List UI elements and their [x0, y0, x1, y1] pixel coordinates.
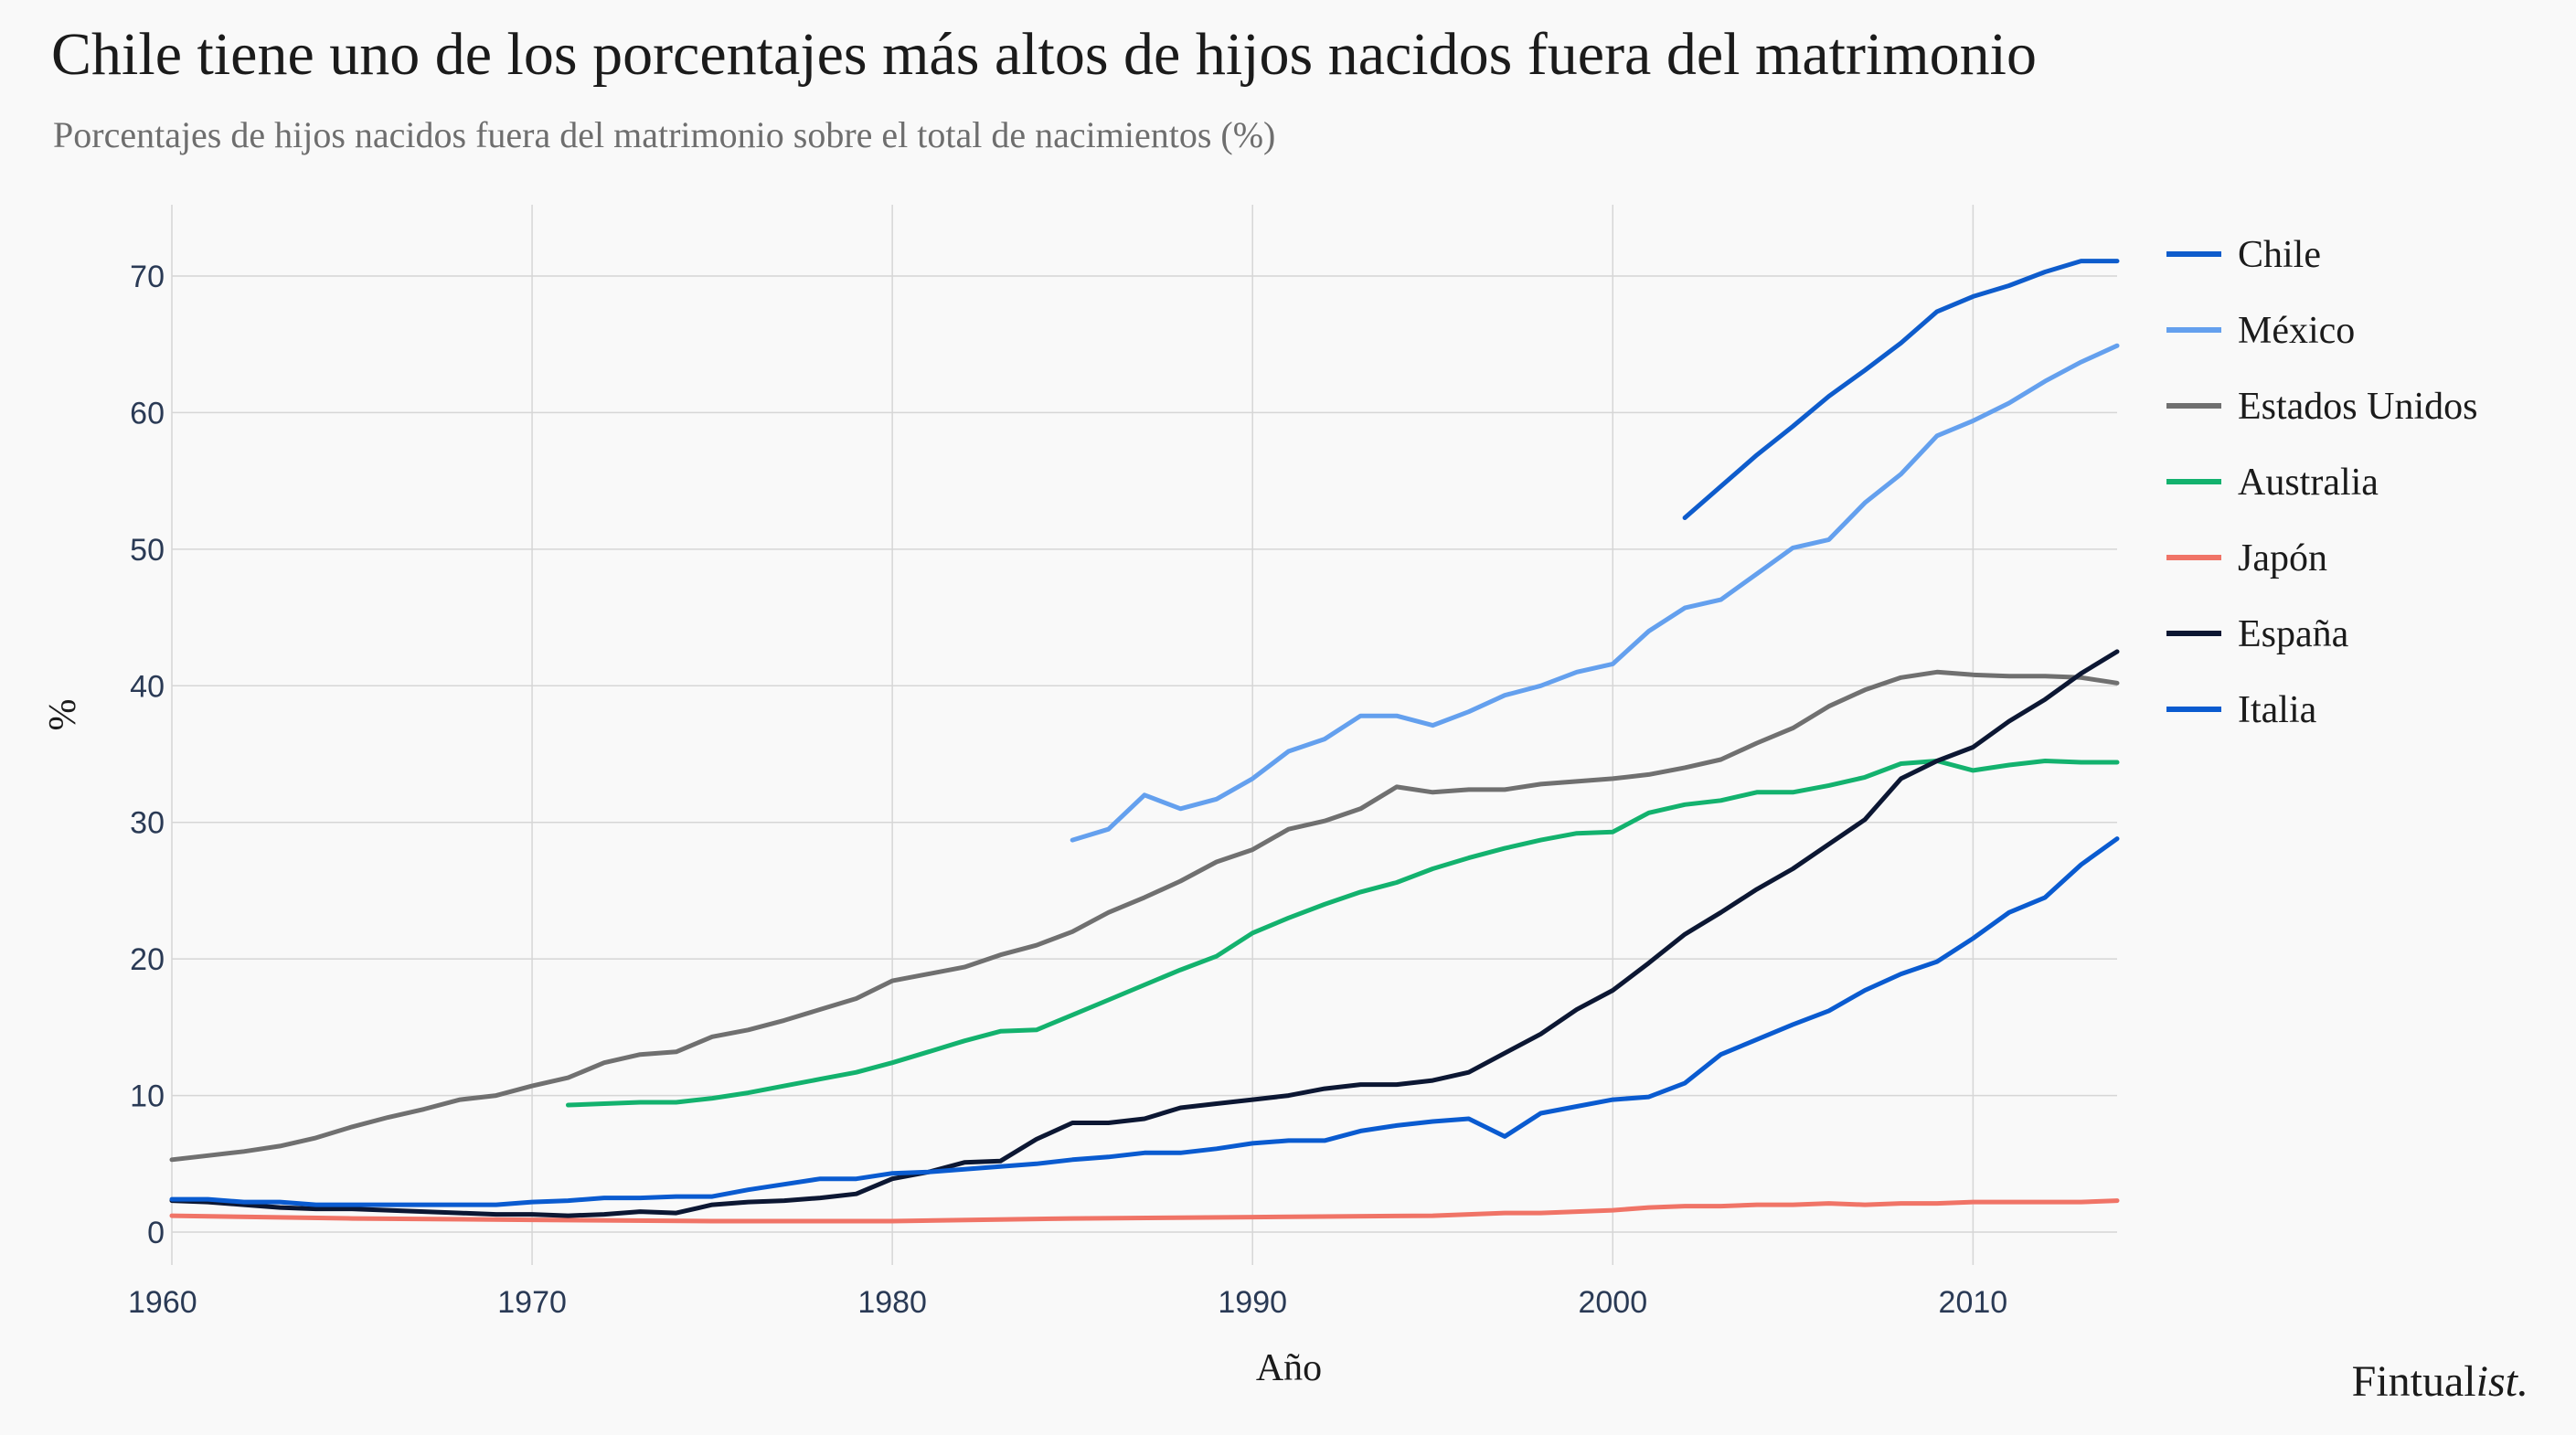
y-tick-label: 60: [130, 396, 165, 430]
brand-logo: Fintualist.: [2352, 1356, 2528, 1407]
brand-italic: ist.: [2475, 1357, 2528, 1406]
y-tick-label: 70: [130, 260, 165, 294]
legend-label: Chile: [2238, 234, 2321, 276]
y-tick-label: 10: [130, 1079, 165, 1114]
series-line-4: [566, 759, 2120, 1108]
legend-label: Italia: [2238, 689, 2317, 731]
x-tick-label: 1960: [128, 1285, 197, 1320]
legend-label: Australia: [2238, 462, 2379, 504]
y-tick-label: 50: [130, 533, 165, 568]
y-axis-ticks: 0 10 20 30 40 50 60 70: [130, 260, 165, 1250]
x-tick-label: 1990: [1218, 1285, 1287, 1320]
legend-label: España: [2238, 613, 2349, 655]
series-line-5: [169, 1198, 2120, 1224]
x-tick-label: 2010: [1939, 1285, 2008, 1320]
x-tick-label: 1980: [857, 1285, 927, 1320]
legend-label: Japón: [2238, 537, 2327, 579]
brand-main: Fintual: [2351, 1357, 2476, 1406]
chart-subtitle: Porcentajes de hijos nacidos fuera del m…: [53, 114, 1276, 155]
series-line-2: [1070, 343, 2120, 843]
series-line-7: [169, 836, 2120, 1207]
y-tick-label: 0: [147, 1216, 165, 1250]
series-line-6: [169, 649, 2120, 1218]
y-tick-label: 40: [130, 669, 165, 704]
legend-label: Estados Unidos: [2238, 386, 2478, 428]
x-tick-label: 2000: [1578, 1285, 1647, 1320]
chart-grid: [171, 205, 2117, 1265]
y-tick-label: 20: [130, 942, 165, 977]
x-axis-ticks: 1960 1970 1980 1990 2000 2010: [128, 1285, 2007, 1320]
x-tick-label: 1970: [497, 1285, 567, 1320]
series-lines: [169, 259, 2120, 1224]
series-line-1: [1682, 259, 2120, 520]
y-tick-label: 30: [130, 806, 165, 841]
x-axis-title: Año: [1256, 1347, 1322, 1389]
y-axis-title: %: [42, 699, 84, 731]
legend: Chile México Estados Unidos Australia Japón E…: [2166, 234, 2478, 731]
series-line-3: [169, 669, 2120, 1163]
legend-label: México: [2238, 310, 2355, 352]
chart-title: Chile tiene uno de los porcentajes más a…: [51, 21, 2037, 88]
